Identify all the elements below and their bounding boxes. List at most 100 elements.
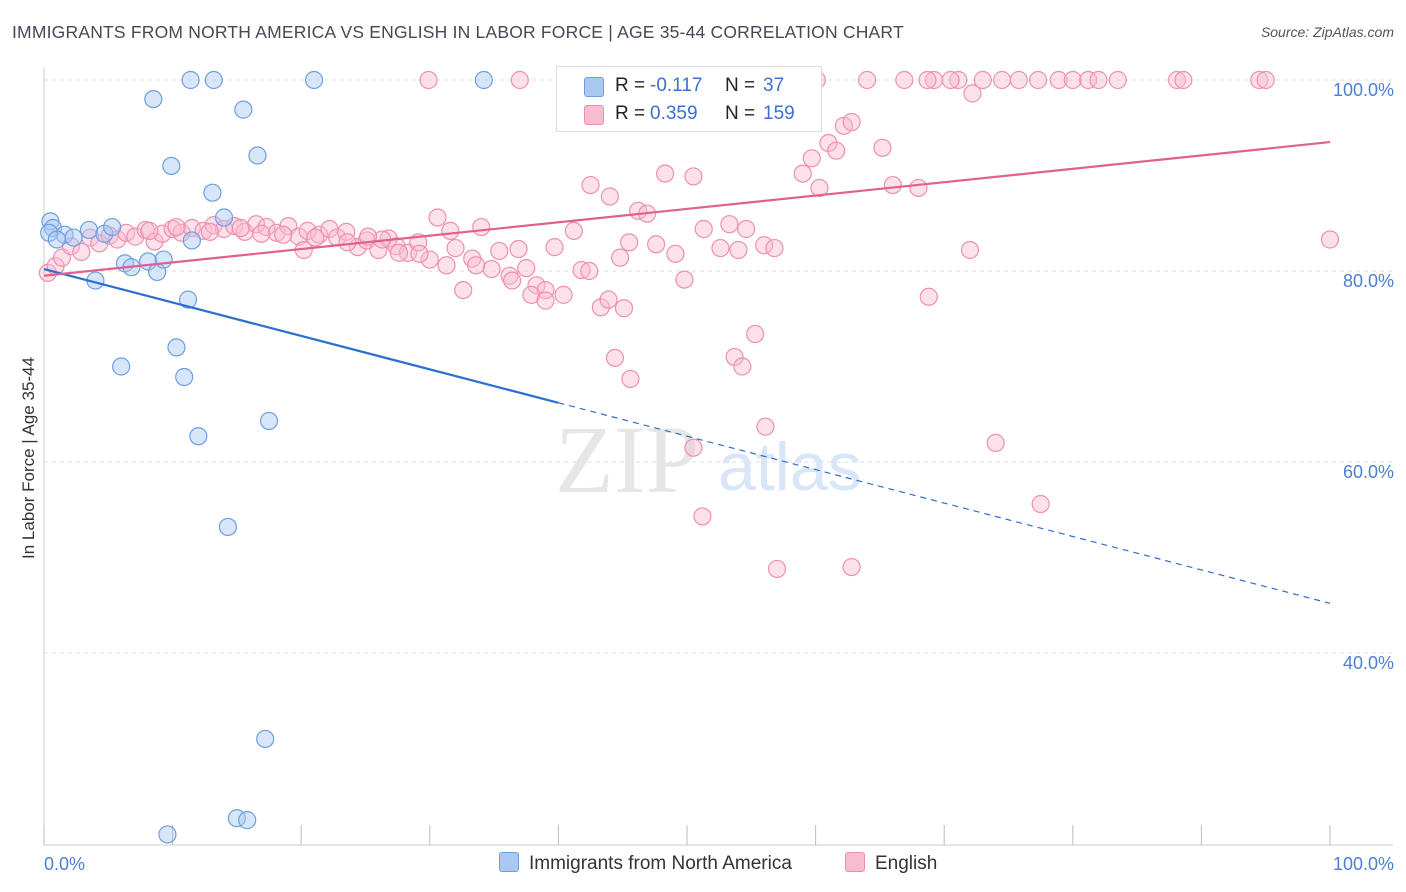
english-point bbox=[684, 167, 703, 186]
immigrants-point bbox=[158, 825, 177, 844]
immigrants-point bbox=[238, 811, 257, 830]
immigrants-point bbox=[181, 70, 200, 90]
english-point bbox=[711, 238, 730, 258]
english-point bbox=[554, 285, 573, 304]
immigrants-point bbox=[162, 156, 181, 176]
english-point bbox=[145, 232, 164, 251]
english-point bbox=[963, 84, 982, 103]
english-trend-line bbox=[43, 140, 1331, 277]
english-point bbox=[591, 298, 610, 317]
english-point bbox=[873, 138, 892, 157]
immigrants-point bbox=[112, 357, 131, 376]
english-point bbox=[621, 369, 640, 389]
correlation-legend: R = -0.117 N = 37 R = 0.359 N = 159 bbox=[556, 66, 822, 132]
immigrants-point bbox=[234, 100, 253, 119]
english-point bbox=[509, 239, 528, 259]
english-point bbox=[510, 70, 529, 90]
english-point bbox=[918, 70, 937, 90]
english-point bbox=[420, 250, 439, 269]
legend-swatch-blue bbox=[499, 852, 519, 872]
english-point bbox=[231, 218, 250, 238]
english-point bbox=[802, 149, 821, 168]
english-point bbox=[694, 219, 713, 239]
y-tick-label: 80.0% bbox=[1343, 271, 1394, 291]
english-point bbox=[895, 70, 914, 90]
english-point bbox=[992, 70, 1012, 90]
english-point bbox=[827, 141, 846, 160]
immigrants-point bbox=[304, 70, 324, 90]
legend-label-immigrants: Immigrants from North America bbox=[529, 853, 792, 874]
english-point bbox=[756, 417, 775, 436]
english-point bbox=[842, 112, 861, 132]
y-tick-labels: 40.0% 60.0% 80.0% 100.0% bbox=[1333, 80, 1394, 673]
english-point bbox=[428, 208, 447, 227]
english-point bbox=[1320, 230, 1340, 249]
immigrants-point bbox=[474, 70, 493, 90]
immigrants-point bbox=[182, 231, 201, 250]
immigrants-point bbox=[103, 217, 122, 237]
english-point bbox=[200, 222, 219, 241]
english-point bbox=[793, 164, 812, 183]
watermark-atlas: atlas bbox=[718, 429, 862, 505]
english-point bbox=[389, 243, 409, 262]
english-point bbox=[1167, 70, 1187, 90]
legend-n-value: 37 bbox=[763, 75, 785, 96]
english-point bbox=[755, 236, 774, 255]
english-point bbox=[517, 259, 536, 278]
english-point bbox=[973, 70, 992, 90]
english-point bbox=[600, 187, 619, 206]
english-point bbox=[720, 215, 739, 234]
english-point bbox=[620, 233, 639, 252]
immigrants-point bbox=[64, 228, 83, 247]
x-tick-min: 0.0% bbox=[44, 854, 85, 874]
english-point bbox=[842, 557, 861, 577]
immigrants-point bbox=[214, 208, 234, 227]
english-point bbox=[580, 261, 599, 281]
immigrants-point bbox=[167, 338, 186, 357]
english-point bbox=[410, 244, 429, 263]
legend-swatch-blue bbox=[584, 77, 604, 97]
series-legend: Immigrants from North America English bbox=[0, 852, 1406, 878]
english-point bbox=[167, 217, 186, 237]
immigrants-point bbox=[79, 220, 99, 240]
legend-swatch-pink bbox=[845, 852, 865, 872]
english-point bbox=[883, 175, 902, 195]
english-point bbox=[765, 238, 784, 258]
english-point bbox=[810, 178, 829, 198]
english-point bbox=[500, 266, 519, 285]
immigrants-point bbox=[256, 729, 275, 749]
english-point bbox=[733, 357, 752, 376]
immigrants-point bbox=[175, 367, 194, 387]
english-point bbox=[72, 242, 91, 261]
legend-r-value: 0.359 bbox=[650, 103, 698, 124]
english-point bbox=[611, 248, 630, 267]
english-point bbox=[909, 178, 928, 198]
legend-row-immigrants: R = -0.117 N = 37 bbox=[557, 72, 821, 102]
english-point bbox=[1256, 70, 1275, 90]
english-point bbox=[1049, 70, 1068, 90]
english-point bbox=[1174, 70, 1193, 90]
english-point bbox=[490, 241, 509, 261]
immigrants-point bbox=[259, 411, 279, 431]
chart-title: IMMIGRANTS FROM NORTH AMERICA VS ENGLISH… bbox=[12, 22, 904, 42]
english-point bbox=[614, 299, 634, 318]
y-tick-label: 40.0% bbox=[1343, 653, 1394, 673]
english-point bbox=[1089, 70, 1108, 90]
english-point bbox=[725, 347, 744, 367]
immigrants-point bbox=[154, 250, 173, 269]
source-label: Source: ZipAtlas.com bbox=[1260, 24, 1394, 40]
english-point bbox=[737, 219, 756, 239]
english-point bbox=[90, 234, 109, 253]
english-point bbox=[247, 215, 266, 234]
english-point bbox=[1079, 70, 1098, 90]
immigrants-point bbox=[189, 427, 208, 446]
legend-item-english[interactable]: English bbox=[845, 852, 937, 875]
legend-item-immigrants[interactable]: Immigrants from North America bbox=[499, 852, 792, 875]
english-point bbox=[503, 271, 522, 290]
english-point bbox=[446, 238, 465, 258]
trend-lines bbox=[43, 140, 1331, 604]
legend-label-english: English bbox=[875, 853, 938, 874]
english-point bbox=[666, 244, 685, 263]
english-point bbox=[767, 559, 787, 579]
